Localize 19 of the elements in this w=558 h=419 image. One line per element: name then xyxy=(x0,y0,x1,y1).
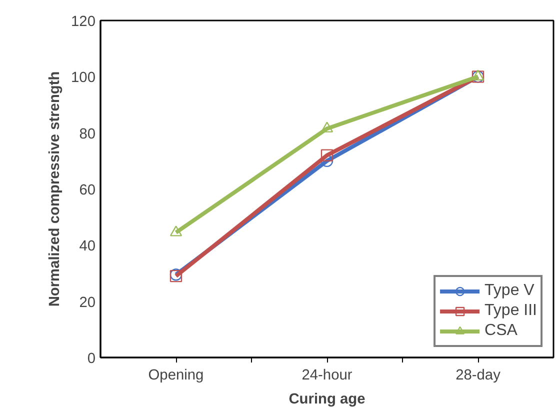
y-tick-label: 20 xyxy=(79,294,96,311)
legend-label: Type V xyxy=(484,282,534,300)
legend-label: Type III xyxy=(484,302,537,320)
y-tick-label: 40 xyxy=(79,238,96,255)
x-tick-label: Opening xyxy=(148,368,204,384)
x-axis-title: Curing age xyxy=(288,392,366,408)
x-tick-label: 28-day xyxy=(456,368,502,384)
point xyxy=(170,226,182,236)
legend-label: CSA xyxy=(484,322,518,340)
y-tick-label: 60 xyxy=(79,182,96,198)
y-tick-label: 0 xyxy=(87,351,96,367)
y-tick-label: 120 xyxy=(71,14,96,30)
point xyxy=(320,149,334,162)
y-tick-label: 100 xyxy=(71,70,96,86)
point xyxy=(472,70,484,80)
point xyxy=(320,122,334,132)
y-tick-label: 80 xyxy=(79,126,96,142)
y-axis-title: Normalized compressive strength xyxy=(47,71,64,307)
x-tick-label: 24-hour xyxy=(302,368,352,384)
